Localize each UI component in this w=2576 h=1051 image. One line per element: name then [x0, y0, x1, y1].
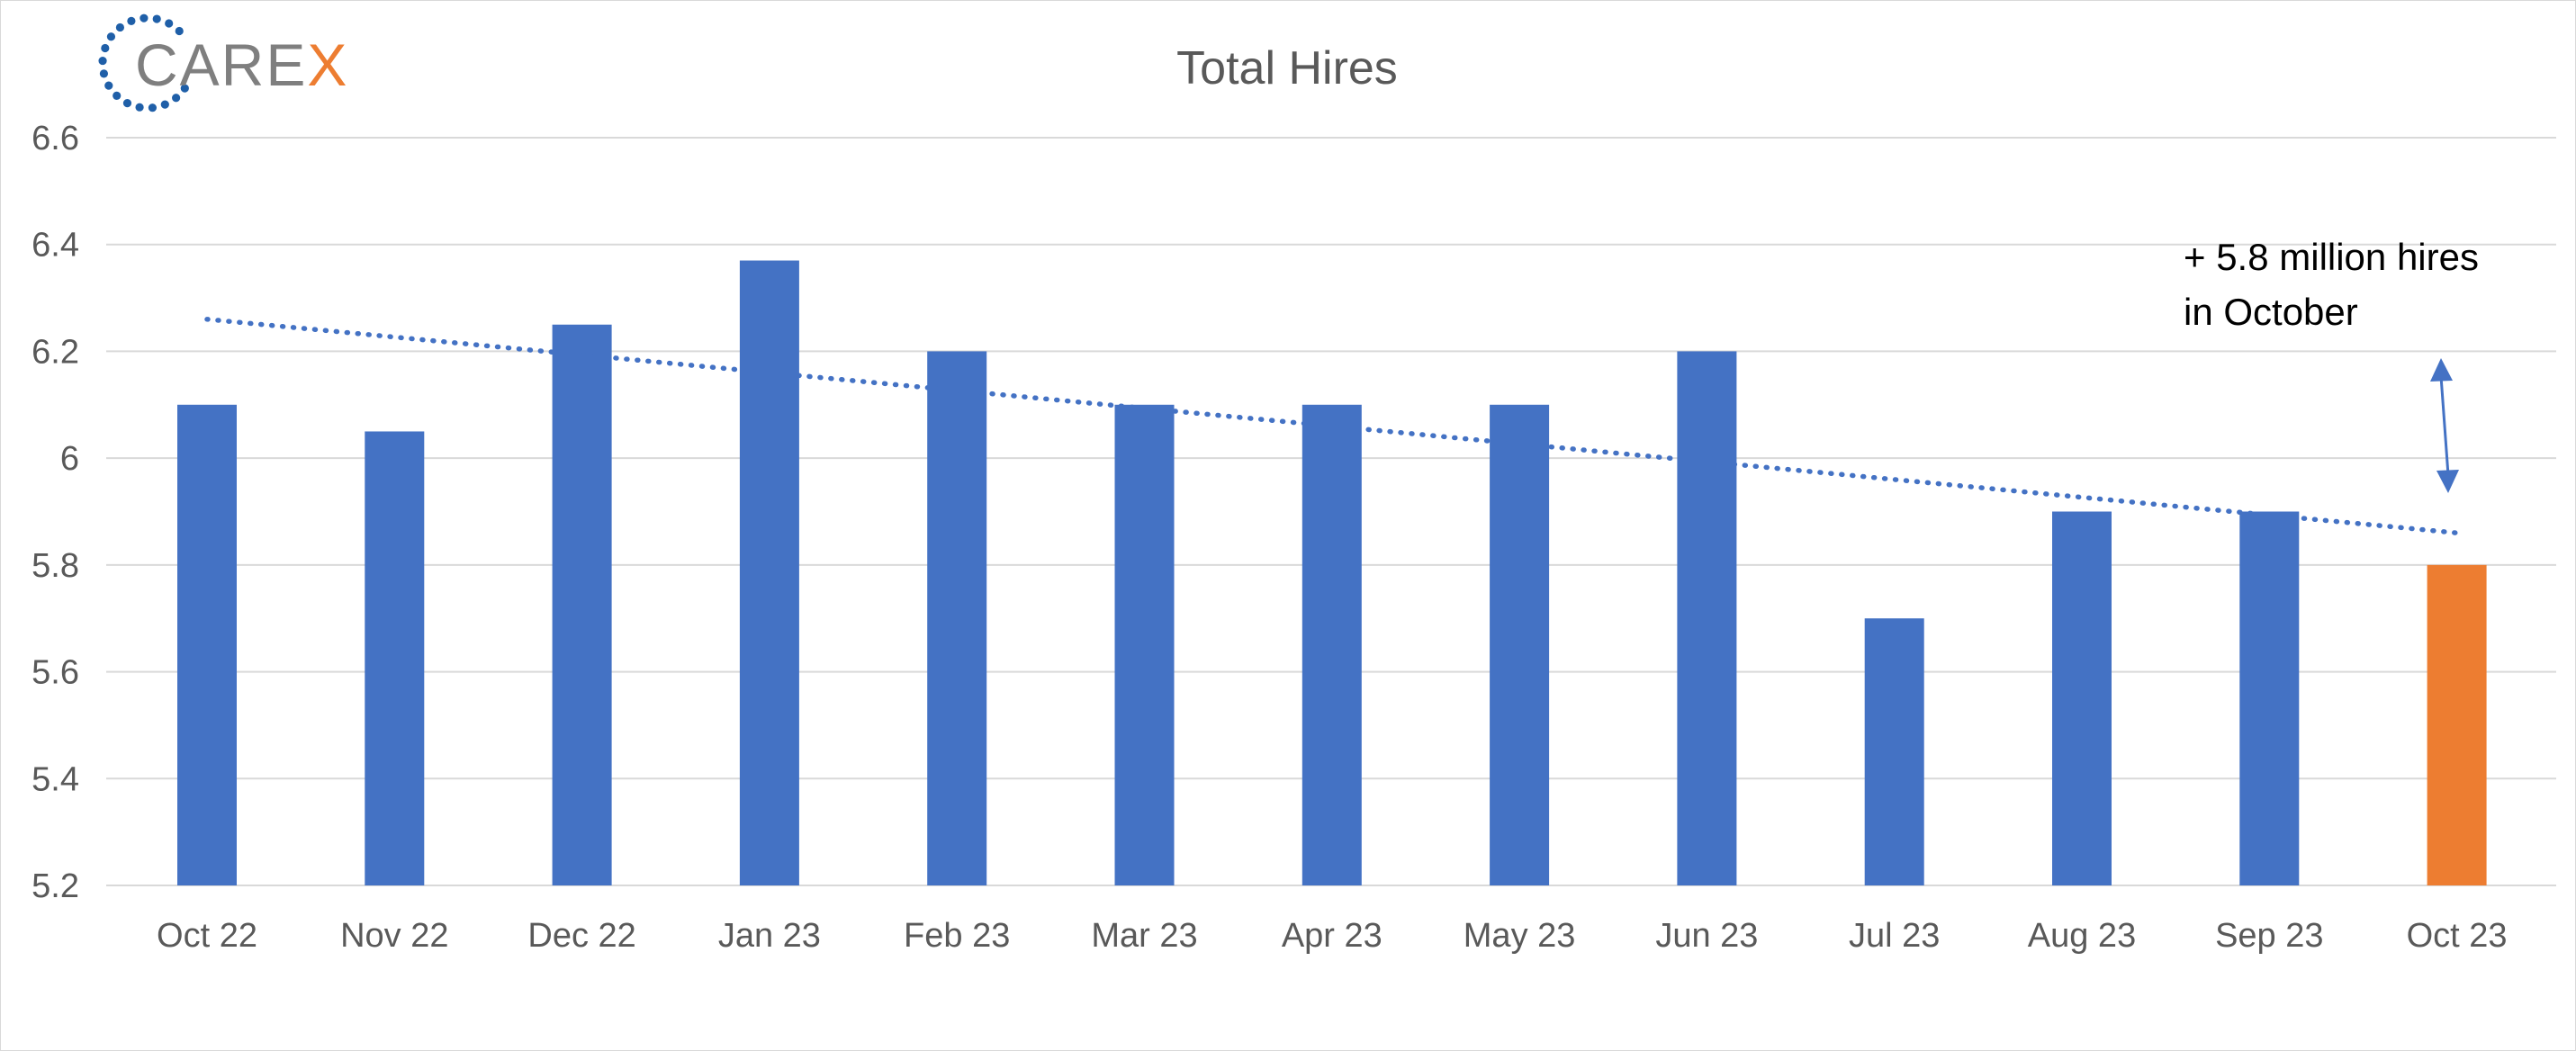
annotation-line: + 5.8 million hires: [2184, 236, 2479, 278]
x-tick-label: Jul 23: [1849, 917, 1940, 955]
x-tick-label: Dec 22: [527, 917, 635, 955]
logo-ring-dot: [115, 22, 125, 32]
y-tick-label: 5.6: [32, 654, 79, 692]
logo-ring-dot: [135, 103, 144, 112]
logo-ring-dot: [180, 84, 189, 93]
arrow-head-up: [2430, 358, 2453, 382]
bar: [1490, 404, 1550, 885]
logo-ring-dot: [113, 91, 122, 100]
bar: [739, 260, 799, 885]
logo-ring-dot: [175, 26, 184, 36]
logo-ring-dot: [98, 56, 107, 66]
arrow-head-down: [2436, 470, 2459, 493]
logo-text-accent: X: [307, 31, 348, 98]
annotation: + 5.8 million hires in October: [2184, 236, 2479, 493]
bar-highlight: [2427, 564, 2487, 885]
chart-title: Total Hires: [1176, 42, 1398, 94]
bar: [1864, 618, 1924, 885]
x-tick-label: Oct 23: [2407, 917, 2508, 955]
annotation-arrow: [2430, 358, 2459, 493]
x-tick-label: Sep 23: [2215, 917, 2323, 955]
logo-ring-dot: [122, 99, 132, 108]
annotation-text: + 5.8 million hires in October: [2184, 236, 2479, 333]
y-axis-tick-labels: 5.2 5.4 5.6 5.8 6 6.2 6.4 6.6: [32, 120, 79, 905]
logo-text-main: CARE: [135, 31, 307, 98]
x-tick-label: May 23: [1464, 917, 1576, 955]
logo-ring-dot: [101, 43, 110, 53]
logo-ring-dot: [148, 103, 158, 112]
y-tick-label: 6.2: [32, 333, 79, 371]
y-tick-label: 6.6: [32, 120, 79, 157]
y-tick-label: 5.8: [32, 547, 79, 585]
x-tick-label: Nov 22: [340, 917, 448, 955]
logo-dot-ring: [98, 13, 189, 112]
trendline-group: [204, 317, 2460, 535]
x-tick-label: Apr 23: [1282, 917, 1383, 955]
logo-ring-dot: [165, 19, 174, 28]
bar: [1302, 404, 1362, 885]
logo-ring-dot: [152, 14, 161, 23]
x-axis-tick-labels: Oct 22 Nov 22 Dec 22 Jan 23 Feb 23 Mar 23 Apr …: [157, 917, 2508, 955]
bar: [1677, 351, 1737, 885]
y-tick-label: 5.4: [32, 760, 79, 798]
logo-wordmark: CAREX: [135, 31, 348, 98]
x-tick-label: Aug 23: [2028, 917, 2136, 955]
annotation-line: in October: [2184, 291, 2358, 333]
logo-ring-dot: [140, 13, 149, 22]
bar: [177, 404, 237, 885]
bars: [177, 260, 2487, 885]
x-tick-label: Mar 23: [1091, 917, 1197, 955]
y-tick-label: 6.4: [32, 227, 79, 265]
bar: [552, 324, 612, 885]
y-tick-label: 6: [60, 440, 79, 478]
logo-ring-dot: [160, 100, 169, 109]
x-tick-label: Oct 22: [157, 917, 257, 955]
trendline: [204, 317, 2460, 535]
bar: [2239, 511, 2300, 885]
logo-ring-dot: [104, 81, 113, 90]
bar: [2052, 511, 2112, 885]
arrow-shaft: [2439, 375, 2450, 476]
x-tick-label: Feb 23: [904, 917, 1010, 955]
logo-ring-dot: [127, 16, 136, 25]
carex-logo: CAREX: [98, 13, 348, 112]
bar: [1114, 404, 1175, 885]
logo-ring-dot: [172, 94, 181, 103]
x-tick-label: Jan 23: [718, 917, 821, 955]
logo-ring-dot: [106, 32, 116, 41]
bar: [365, 431, 425, 885]
y-tick-label: 5.2: [32, 867, 79, 905]
x-tick-label: Jun 23: [1655, 917, 1758, 955]
bar: [927, 351, 987, 885]
logo-ring-dot: [99, 69, 109, 78]
